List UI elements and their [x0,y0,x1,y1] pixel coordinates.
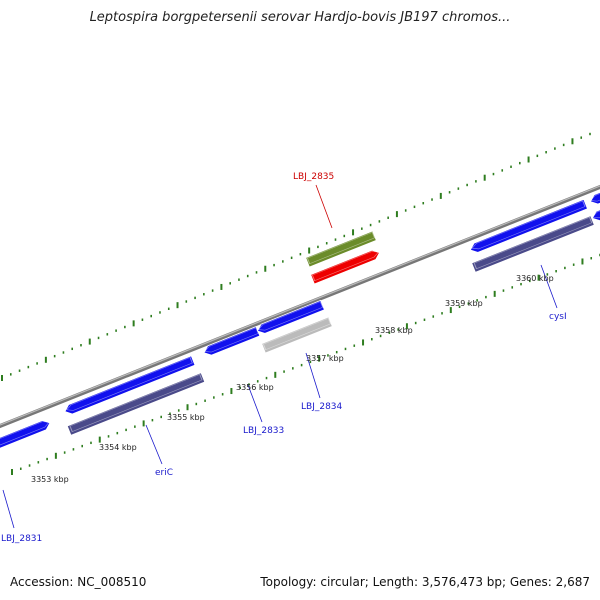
genes [0,191,600,451]
backbone-line [0,184,600,429]
label-leaders [2,184,558,529]
gene-forward-right[interactable] [469,198,588,254]
gene-eric-shine [69,373,203,433]
gene-cysi-shine [473,216,593,270]
outer-tick-dots [1,132,591,381]
leader-lbj-2831 [2,489,15,529]
tick-label-3359: 3359 kbp [445,299,483,308]
gene-lbj-2835-olive-shine [306,231,376,265]
gene-forward-right-shine [471,200,586,250]
map-title: Leptospira borgpetersenii serovar Hardjo… [89,10,511,25]
gene-edge-right[interactable] [589,191,600,206]
gene-label-lbj-2835[interactable]: LBJ_2835 [293,172,334,182]
tick-label-3353: 3353 kbp [31,475,69,484]
gene-edge-right-shine [589,192,600,202]
gene-label-cysi[interactable]: cysI [549,312,567,322]
gene-edge-right-2-shine [591,209,600,219]
gene-cysi[interactable] [471,215,595,273]
scale-ticks: 3353 kbp 3354 kbp 3355 kbp 3356 kbp 3357… [31,274,554,484]
gene-label-lbj-2834[interactable]: LBJ_2834 [301,402,343,412]
gene-eric[interactable] [66,372,206,436]
gene-forward-long[interactable] [63,355,196,416]
gene-lbj-2834-shine [257,301,324,331]
leader-eric [145,424,163,465]
leader-lbj-2835 [315,184,333,229]
gene-grey[interactable] [261,316,333,354]
gene-lbj-2835-shine [311,251,380,282]
tick-label-3355: 3355 kbp [167,413,205,422]
leader-lbj-2833 [247,384,263,423]
gene-labels: LBJ_2831 eriC LBJ_2833 LBJ_2834 LBJ_2835… [1,172,567,544]
backbone [0,184,600,429]
gene-lbj-2835-olive[interactable] [305,230,377,268]
gene-label-eric[interactable]: eriC [155,468,173,478]
gene-lbj-2831-shine [0,421,50,448]
gene-label-lbj-2831[interactable]: LBJ_2831 [1,534,42,544]
tick-label-3360: 3360 kbp [516,274,554,283]
gene-lbj-2833[interactable] [202,326,261,358]
tick-label-3358: 3358 kbp [375,326,413,335]
gene-forward-long-shine [66,356,193,411]
genome-summary: Topology: circular; Length: 3,576,473 bp… [260,575,590,589]
gene-edge-right-2[interactable] [591,208,600,223]
gene-lbj-2831[interactable] [0,418,52,451]
inner-tick-dots [11,253,600,475]
tick-label-3356: 3356 kbp [236,383,274,392]
gene-label-lbj-2833[interactable]: LBJ_2833 [243,426,284,436]
gene-grey-shine [262,317,332,351]
gene-lbj-2834[interactable] [256,299,325,335]
leader-cysi [540,264,558,309]
gene-lbj-2833-shine [204,327,259,353]
tick-label-3357: 3357 kbp [306,354,344,363]
backbone-highlight [0,185,600,426]
tick-label-3354: 3354 kbp [99,443,137,452]
gene-lbj-2835[interactable] [310,248,382,285]
leader-lbj-2834 [305,352,321,399]
accession-label: Accession: NC_008510 [10,575,147,589]
